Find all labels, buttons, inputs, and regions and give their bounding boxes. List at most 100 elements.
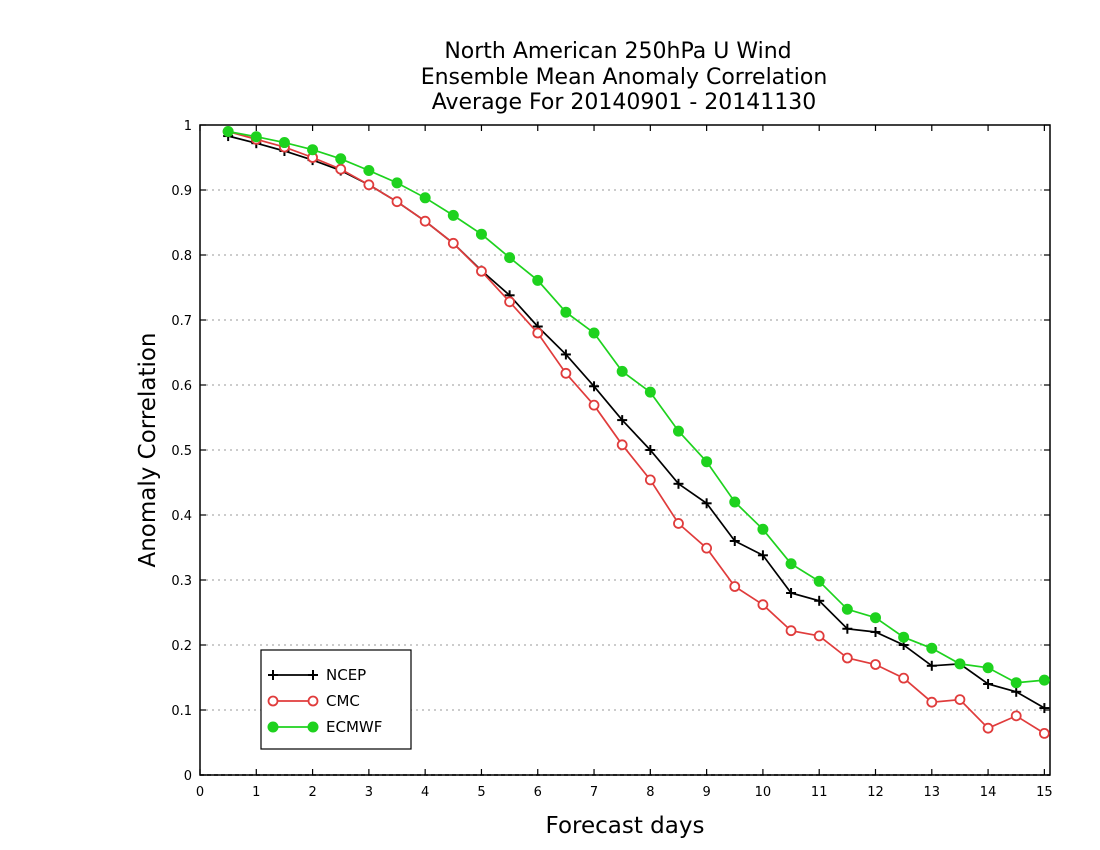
point-ecmwf-12 (560, 306, 572, 318)
point-ncep-21 (814, 595, 825, 606)
y-tick-label-3: 0.3 (171, 574, 192, 589)
point-cmc-5 (363, 179, 375, 191)
legend-item-ecmwf: ECMWF (267, 718, 382, 736)
point-ncep-13 (589, 381, 600, 392)
legend-label-ncep: NCEP (326, 666, 366, 684)
legend-label-cmc: CMC (326, 692, 360, 710)
point-ecmwf-28 (1010, 677, 1022, 689)
x-tick-label-13: 13 (924, 785, 941, 800)
legend-label-ecmwf: ECMWF (326, 718, 382, 736)
legend-marker-right-cmc (307, 695, 319, 707)
point-cmc-12 (560, 367, 572, 379)
point-cmc-24 (898, 672, 910, 684)
point-ncep-29 (1039, 703, 1050, 714)
x-tick-label-9: 9 (702, 785, 710, 800)
chart-title-line-3: Average For 20140901 - 20141130 (432, 90, 817, 115)
point-cmc-8 (447, 237, 459, 249)
y-tick-label-6: 0.6 (171, 379, 192, 394)
x-tick-label-11: 11 (811, 785, 828, 800)
point-ncep-18 (729, 536, 740, 546)
y-tick-label-0: 0 (184, 769, 192, 784)
point-cmc-20 (785, 625, 797, 637)
x-tick-label-12: 12 (867, 785, 884, 800)
x-tick-label-15: 15 (1036, 785, 1053, 800)
point-ecmwf-10 (504, 252, 516, 264)
series-line-ncep (227, 135, 1045, 709)
point-cmc-4 (335, 163, 347, 175)
point-cmc-14 (616, 439, 628, 451)
x-tick-label-7: 7 (590, 785, 598, 800)
point-ncep-20 (786, 588, 797, 598)
point-cmc-23 (870, 659, 881, 670)
point-ecmwf-16 (672, 425, 684, 437)
legend-marker-left-cmc (267, 695, 279, 707)
point-ecmwf-29 (1038, 674, 1050, 686)
y-tick-label-9: 0.9 (171, 184, 192, 199)
point-cmc-10 (504, 296, 516, 308)
point-ecmwf-4 (335, 153, 347, 165)
point-ecmwf-23 (869, 612, 881, 624)
legend-marker-right-ncep (308, 670, 318, 680)
y-axis-label: Anomaly Correlation (135, 332, 161, 567)
point-ncep-22 (842, 623, 853, 634)
point-ecmwf-3 (307, 144, 319, 156)
point-ecmwf-25 (926, 642, 938, 654)
x-tick-label-8: 8 (646, 785, 654, 800)
y-tick-label-10: 1 (184, 119, 192, 134)
point-ecmwf-22 (841, 603, 853, 615)
point-cmc-13 (588, 399, 600, 411)
point-ecmwf-5 (363, 165, 375, 176)
point-ecmwf-8 (447, 209, 459, 221)
point-ecmwf-19 (757, 523, 769, 535)
legend-item-ncep: NCEP (268, 666, 366, 684)
point-ncep-19 (757, 550, 768, 561)
chart-title-line-1: North American 250hPa U Wind (444, 39, 791, 64)
legend-marker-right-ecmwf (307, 721, 319, 733)
point-ecmwf-13 (588, 327, 600, 339)
y-tick-label-2: 0.2 (171, 639, 192, 654)
point-ecmwf-24 (898, 631, 910, 643)
point-cmc-19 (757, 599, 769, 611)
point-ncep-17 (701, 498, 712, 509)
legend-item-cmc: CMC (267, 692, 360, 710)
series-line-cmc (227, 130, 1045, 735)
point-cmc-17 (701, 542, 713, 554)
series-ncep (223, 131, 1050, 714)
point-ecmwf-1 (250, 131, 262, 143)
point-cmc-6 (391, 196, 403, 208)
point-cmc-9 (476, 265, 487, 277)
point-cmc-15 (644, 474, 656, 486)
point-ecmwf-7 (419, 192, 431, 204)
point-ecmwf-17 (701, 456, 713, 468)
x-tick-label-0: 0 (196, 785, 204, 800)
legend-marker-left-ncep (268, 670, 278, 680)
point-ncep-28 (1011, 686, 1022, 697)
point-cmc-27 (982, 722, 994, 734)
point-ecmwf-0 (222, 126, 234, 137)
y-tick-label-7: 0.7 (171, 314, 192, 329)
point-cmc-25 (926, 696, 938, 708)
point-ncep-23 (870, 627, 881, 637)
y-tick-label-8: 0.8 (171, 249, 192, 264)
point-cmc-28 (1010, 710, 1022, 722)
x-tick-label-3: 3 (365, 785, 373, 800)
point-ecmwf-18 (729, 496, 741, 508)
point-ncep-14 (617, 415, 628, 426)
chart-title-line-2: Ensemble Mean Anomaly Correlation (421, 65, 828, 90)
point-ecmwf-21 (813, 575, 825, 587)
legend-marker-left-ecmwf (267, 721, 279, 733)
point-ecmwf-2 (278, 137, 290, 149)
point-ncep-16 (673, 478, 684, 489)
legend: NCEP CMC ECMWF (260, 649, 412, 750)
point-cmc-11 (532, 327, 544, 339)
point-cmc-22 (841, 652, 853, 664)
x-tick-label-2: 2 (308, 785, 316, 800)
point-ncep-15 (645, 445, 656, 455)
series-ecmwf (222, 126, 1050, 689)
x-tick-label-5: 5 (477, 785, 485, 800)
series-line-ecmwf (227, 130, 1045, 684)
point-ecmwf-11 (532, 274, 544, 286)
chart-title: North American 250hPa U Wind Ensemble Me… (421, 39, 828, 115)
x-tick-label-6: 6 (534, 785, 542, 800)
